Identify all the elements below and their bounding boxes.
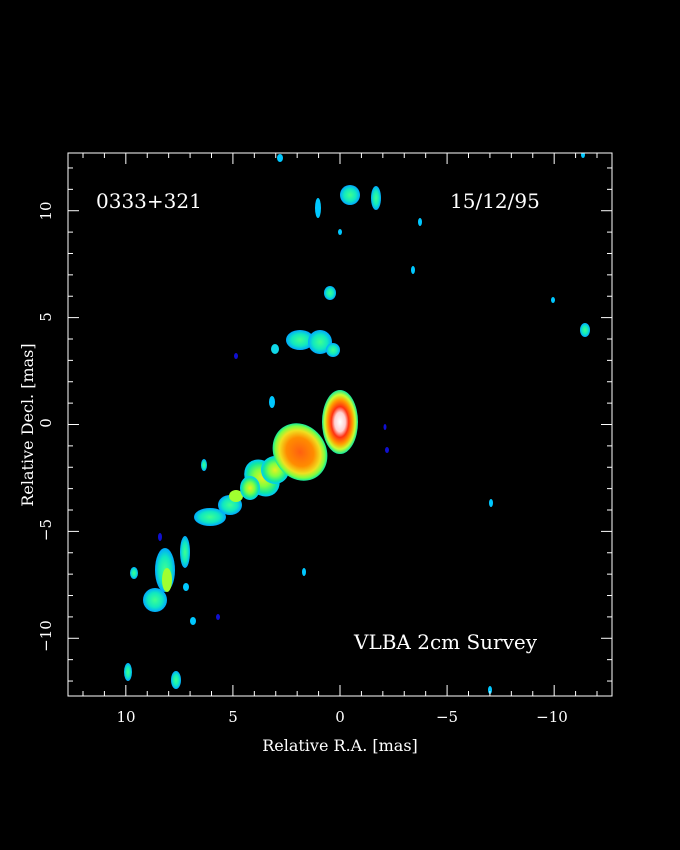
source-name-label: 0333+321 bbox=[96, 189, 202, 213]
main-jet bbox=[240, 390, 358, 500]
x-tick-label: −10 bbox=[536, 708, 568, 726]
y-axis-label: Relative Decl. [mas] bbox=[18, 343, 37, 506]
y-tick-labels: 10 5 0 −5 −10 bbox=[37, 201, 55, 651]
faint-jet-emission bbox=[124, 153, 590, 694]
survey-label: VLBA 2cm Survey bbox=[353, 630, 538, 654]
x-tick-label: 10 bbox=[116, 708, 135, 726]
y-tick-label: 10 bbox=[37, 201, 55, 220]
y-tick-label: −5 bbox=[37, 519, 55, 541]
x-tick-label: −5 bbox=[436, 708, 458, 726]
x-axis-label: Relative R.A. [mas] bbox=[262, 736, 418, 755]
axis-ticks bbox=[68, 153, 612, 696]
emission-map bbox=[124, 153, 590, 694]
x-tick-labels: 10 5 0 −5 −10 bbox=[116, 708, 567, 726]
y-tick-label: −10 bbox=[37, 620, 55, 652]
y-tick-label: 0 bbox=[37, 418, 55, 428]
observation-date-label: 15/12/95 bbox=[450, 189, 540, 213]
y-tick-label: 5 bbox=[37, 312, 55, 322]
x-tick-label: 0 bbox=[335, 708, 345, 726]
x-tick-label: 5 bbox=[228, 708, 238, 726]
